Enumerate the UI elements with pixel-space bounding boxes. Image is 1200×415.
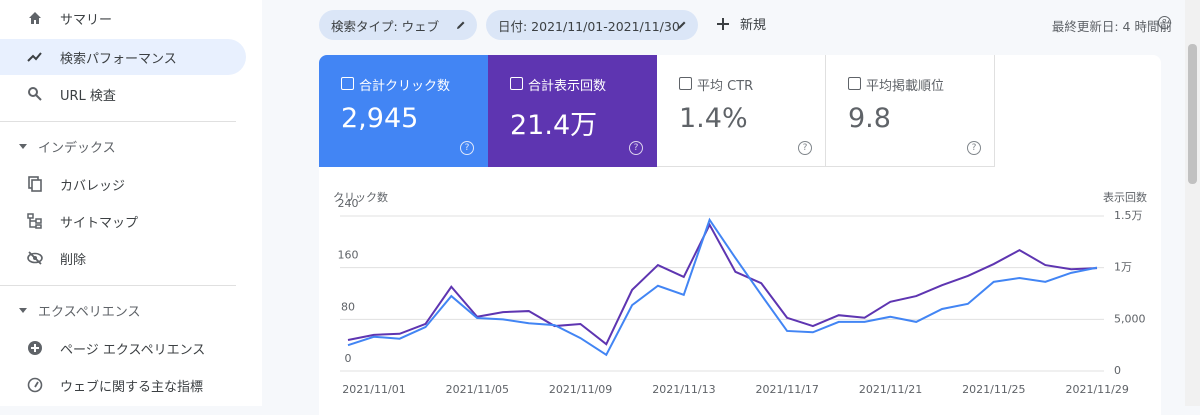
- nav-item[interactable]: カバレッジ: [0, 166, 246, 202]
- x-tick-label: 2021/11/21: [859, 383, 922, 396]
- nav-section[interactable]: エクスペリエンス: [0, 292, 246, 328]
- y-tick-label: 160: [338, 249, 359, 262]
- nav-label: エクスペリエンス: [38, 304, 141, 320]
- nav-label: 検索パフォーマンス: [60, 51, 177, 67]
- new-button[interactable]: 新規: [716, 14, 766, 33]
- metric-card[interactable]: 平均 CTR 1.4%?: [657, 55, 826, 167]
- metric-value: 21.4万: [510, 110, 598, 141]
- nav-item[interactable]: 検索パフォーマンス: [0, 39, 246, 75]
- page: サマリー 検索パフォーマンス URL 検査 インデックス カバレッジ サイトマッ…: [0, 0, 1200, 406]
- scrollbar[interactable]: [1185, 0, 1200, 406]
- y-tick-label: 0: [345, 352, 352, 365]
- metric-card[interactable]: 合計表示回数 21.4万?: [488, 55, 657, 167]
- nav-label: サイトマップ: [60, 215, 139, 231]
- nav-item[interactable]: ウェブに関する主な指標: [0, 367, 246, 403]
- metric-label: 平均 CTR: [697, 79, 754, 94]
- nav-label: インデックス: [38, 140, 116, 156]
- metric-value: 1.4%: [679, 103, 748, 134]
- y-axis-title: クリック数: [333, 191, 388, 204]
- x-tick-label: 2021/11/09: [549, 383, 612, 396]
- metric-value: 2,945: [341, 103, 419, 134]
- chip-label: 日付: 2021/11/01-2021/11/30: [498, 18, 680, 34]
- filter-chip[interactable]: 日付: 2021/11/01-2021/11/30: [486, 10, 698, 40]
- nav-item[interactable]: ページ エクスペリエンス: [0, 330, 246, 366]
- metric-label: 合計表示回数: [528, 79, 607, 94]
- nav-item[interactable]: URL 検査: [0, 76, 246, 112]
- metric-label: 合計クリック数: [359, 79, 451, 94]
- nav-label: サマリー: [60, 12, 113, 28]
- last-updated: 最終更新日: 4 時間前: [1051, 19, 1172, 34]
- series-line: [347, 222, 1098, 346]
- nav-label: ページ エクスペリエンス: [60, 342, 206, 358]
- y2-tick-label: 1.5万: [1114, 209, 1143, 222]
- nav-item[interactable]: サマリー: [0, 0, 246, 36]
- chart: クリック数 表示回数 0 80 160 240 0 5,000 1万 1.5万 2021/11/…: [333, 190, 1147, 396]
- x-tick-label: 2021/11/13: [652, 383, 715, 396]
- nav-item[interactable]: 削除: [0, 240, 246, 276]
- metric-value: 9.8: [848, 103, 891, 134]
- x-tick-label: 2021/11/05: [446, 383, 509, 396]
- sidebar: サマリー 検索パフォーマンス URL 検査 インデックス カバレッジ サイトマッ…: [0, 0, 262, 406]
- y2-tick-label: 1万: [1114, 261, 1132, 274]
- series-line: [347, 217, 1098, 357]
- nav-label: URL 検査: [60, 88, 116, 104]
- x-tick-label: 2021/11/25: [962, 383, 1025, 396]
- y2-axis-title: 表示回数: [1103, 190, 1147, 204]
- nav-label: 削除: [60, 252, 87, 268]
- y2-tick-label: 5,000: [1114, 312, 1146, 325]
- nav-item[interactable]: サイトマップ: [0, 203, 246, 239]
- chip-label: 検索タイプ: ウェブ: [331, 18, 440, 34]
- nav-section[interactable]: インデックス: [0, 128, 246, 164]
- x-tick-label: 2021/11/29: [1065, 383, 1128, 396]
- y2-tick-label: 0: [1114, 364, 1121, 377]
- y-tick-label: 240: [338, 197, 359, 210]
- help-icon[interactable]: ?: [1158, 16, 1171, 29]
- nav-label: カバレッジ: [60, 178, 126, 194]
- button-label: 新規: [740, 18, 767, 33]
- y-tick-label: 80: [341, 300, 355, 313]
- filter-chip[interactable]: 検索タイプ: ウェブ: [319, 10, 477, 40]
- metric-card[interactable]: 平均掲載順位 9.8?: [826, 55, 995, 167]
- x-tick-label: 2021/11/01: [342, 383, 405, 396]
- x-tick-label: 2021/11/17: [756, 383, 819, 396]
- metric-label: 平均掲載順位: [866, 79, 945, 94]
- nav-label: ウェブに関する主な指標: [60, 379, 204, 395]
- metric-card[interactable]: 合計クリック数 2,945?: [319, 55, 488, 167]
